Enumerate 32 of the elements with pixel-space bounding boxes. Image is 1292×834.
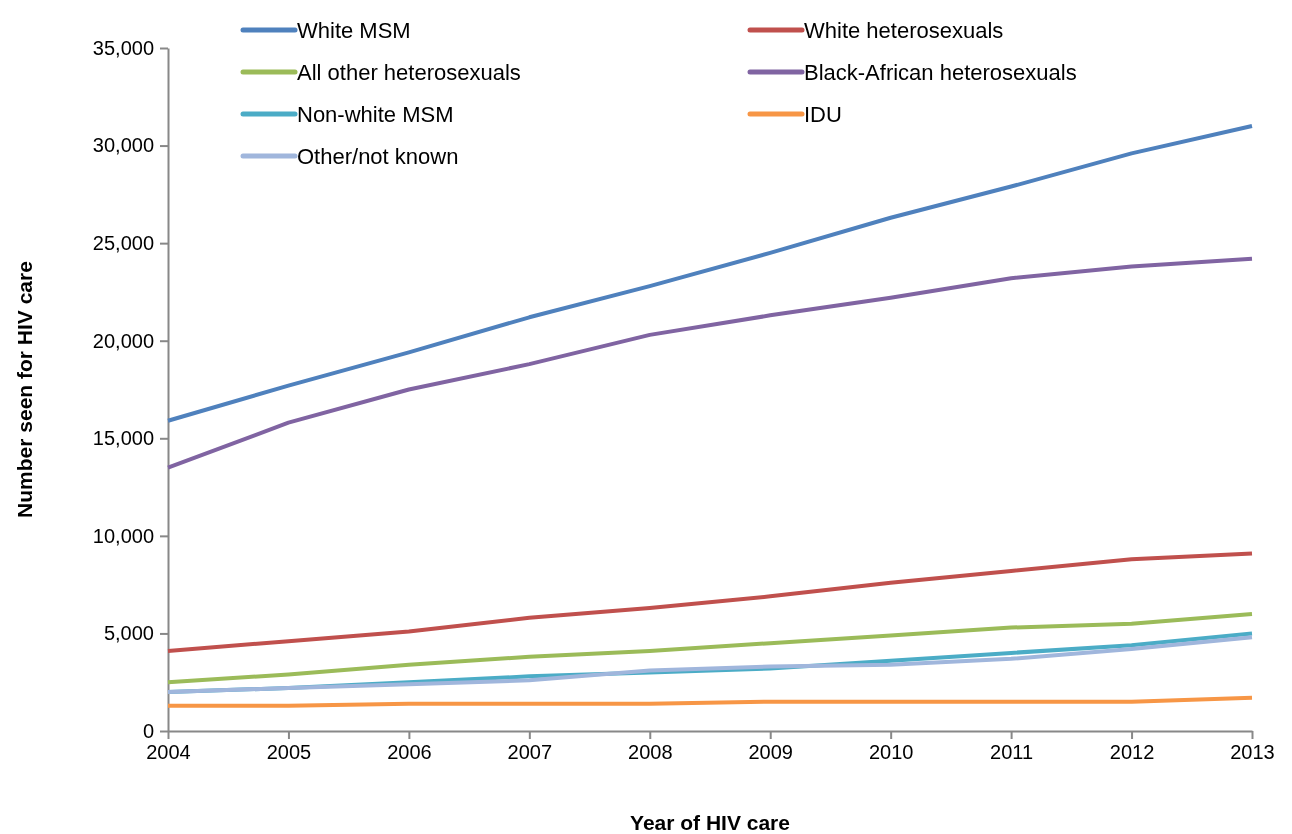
legend-label: Non-white MSM xyxy=(297,102,454,127)
x-tick-label: 2012 xyxy=(1109,741,1155,764)
y-tick-label: 35,000 xyxy=(92,36,154,59)
legend-label: White heterosexuals xyxy=(804,18,1004,43)
y-tick-label: 15,000 xyxy=(92,427,154,450)
legend-label: All other heterosexuals xyxy=(297,60,521,85)
x-tick-label: 2006 xyxy=(387,741,432,764)
x-tick-label: 2013 xyxy=(1230,741,1275,764)
legend-label: Other/not known xyxy=(297,144,459,169)
x-tick-label: 2004 xyxy=(146,741,191,764)
line-series xyxy=(166,695,1254,708)
x-tick-label: 2011 xyxy=(990,741,1034,764)
line-series xyxy=(166,611,1254,685)
x-tick-label: 2007 xyxy=(507,741,553,764)
y-tick-label: 10,000 xyxy=(92,524,154,547)
y-tick-label: 25,000 xyxy=(92,232,154,255)
y-tick-label: 0 xyxy=(142,719,154,742)
x-tick-label: 2008 xyxy=(628,741,673,764)
y-tick-label: 30,000 xyxy=(92,134,154,157)
y-tick-label: 5,000 xyxy=(103,622,154,645)
x-tick-label: 2005 xyxy=(266,741,312,764)
x-tick-label: 2009 xyxy=(748,741,793,764)
legend-label: IDU xyxy=(804,102,842,127)
legend-label: Black-African heterosexuals xyxy=(804,60,1077,85)
y-tick-label: 20,000 xyxy=(92,329,154,352)
legend-label: White MSM xyxy=(297,18,411,43)
line-series xyxy=(166,124,1254,423)
line-series xyxy=(166,551,1254,653)
x-axis-title: Year of HIV care xyxy=(630,811,790,834)
x-tick-label: 2010 xyxy=(868,741,914,764)
y-axis-title: Number seen for HIV care xyxy=(13,261,36,518)
line-series xyxy=(166,256,1254,470)
